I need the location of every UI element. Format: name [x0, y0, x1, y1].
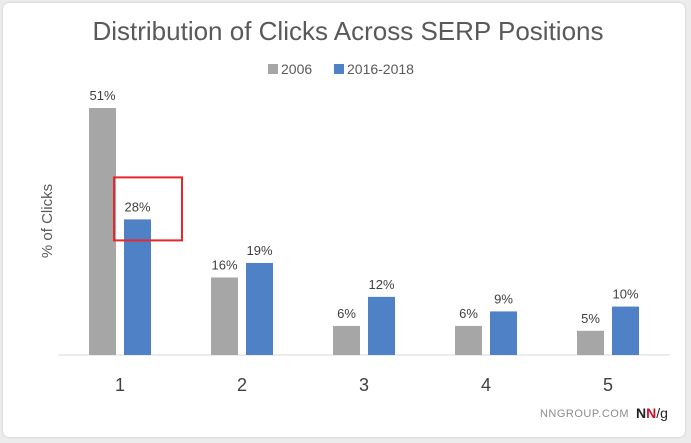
footer-source: NNGROUP.COM [540, 408, 629, 420]
data-label-3-series-1: 12% [368, 277, 394, 292]
legend-swatch-1 [334, 64, 344, 74]
chart-title: Distribution of Clicks Across SERP Posit… [92, 16, 603, 46]
data-label-2-series-1: 19% [246, 243, 272, 258]
data-label-3-series-0: 6% [337, 306, 356, 321]
data-label-4-series-1: 9% [494, 291, 513, 306]
data-label-2-series-0: 16% [211, 258, 237, 273]
bar-2-series-1 [246, 262, 273, 355]
bar-4-series-1 [490, 311, 517, 355]
bar-4-series-0 [455, 325, 482, 355]
data-label-1-series-0: 51% [89, 88, 115, 103]
legend-label-1: 2016-2018 [347, 61, 414, 77]
data-label-5-series-0: 5% [581, 311, 600, 326]
chart-card: Distribution of Clicks Across SERP Posit… [3, 3, 685, 437]
nng-logo: NN/g [636, 405, 668, 421]
data-label-4-series-0: 6% [459, 306, 478, 321]
legend: 2006 2016-2018 [268, 61, 414, 77]
bar-1-series-0 [89, 108, 116, 355]
x-tick-4: 4 [481, 375, 491, 395]
x-tick-2: 2 [237, 375, 247, 395]
logo-n2: N [646, 405, 656, 421]
data-label-1-series-1: 28% [124, 199, 150, 214]
x-tick-3: 3 [359, 375, 369, 395]
bar-3-series-1 [368, 296, 395, 355]
bar-1-series-1 [124, 219, 151, 355]
data-label-5-series-1: 10% [612, 287, 638, 302]
bar-3-series-0 [333, 325, 360, 355]
logo-n1: N [636, 405, 646, 421]
legend-label-0: 2006 [281, 61, 312, 77]
y-axis-label: % of Clicks [39, 184, 56, 258]
bar-5-series-0 [577, 330, 604, 355]
x-ticks-group: 1 2 3 4 5 [115, 375, 613, 395]
bars-group: 51% 28% 16% 19% 6% 12% 6% 9% 5% 10% [89, 88, 639, 355]
legend-swatch-0 [268, 64, 278, 74]
bar-2-series-0 [211, 277, 238, 355]
x-tick-5: 5 [603, 375, 613, 395]
svg-text:NN/g: NN/g [636, 405, 668, 421]
bar-chart: Distribution of Clicks Across SERP Posit… [39, 16, 670, 421]
x-tick-1: 1 [115, 375, 125, 395]
highlight-box [113, 176, 183, 242]
bar-5-series-1 [612, 306, 639, 355]
logo-g: /g [656, 405, 668, 421]
